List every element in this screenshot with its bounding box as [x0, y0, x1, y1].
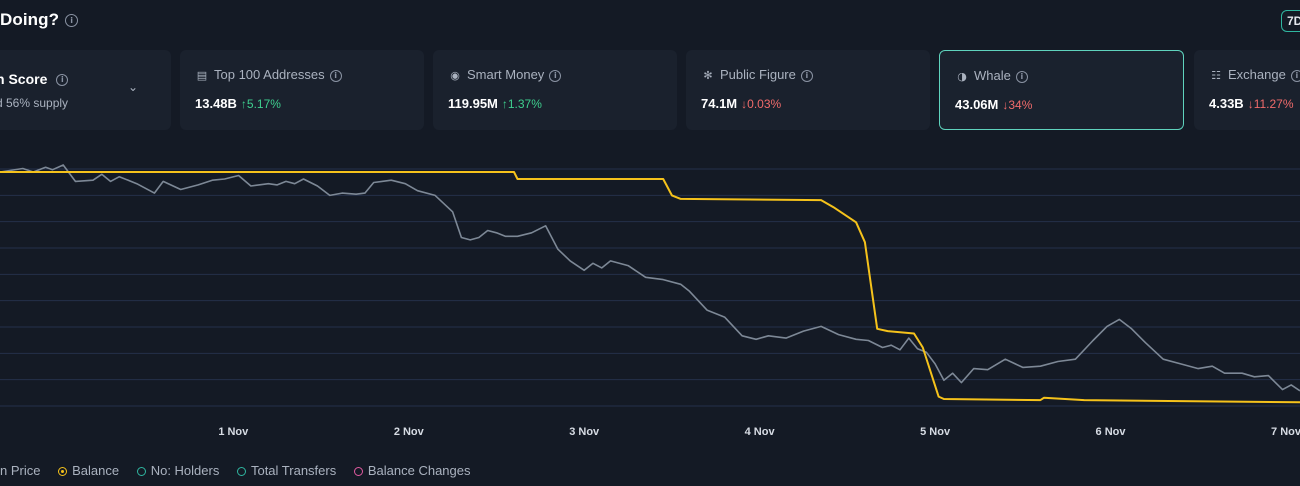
- page-title: Doing? i: [0, 10, 79, 30]
- legend-dot-icon: [136, 467, 146, 476]
- legend-dot-icon: [58, 467, 68, 476]
- card-label: ◉ Smart Money i: [448, 67, 562, 82]
- info-icon[interactable]: i: [1015, 70, 1028, 83]
- x-axis-ticks: 1 Nov 2 Nov 3 Nov 4 Nov 5 Nov 6 Nov 7 Nov: [218, 426, 1300, 438]
- x-tick-label: 5 Nov: [920, 426, 951, 438]
- public-figure-icon: ✻: [703, 69, 713, 82]
- info-icon[interactable]: i: [56, 74, 69, 87]
- legend-item-balance-changes[interactable]: Balance Changes: [353, 463, 471, 478]
- legend-dot-icon: [236, 467, 246, 476]
- legend-label: Total Transfers: [250, 463, 337, 478]
- info-icon[interactable]: i: [1290, 69, 1300, 82]
- card-change: ↓0.03%: [741, 97, 781, 111]
- legend-label: No: Holders: [150, 463, 220, 478]
- score-card-title-text: n Score: [0, 71, 48, 87]
- page-title-text: Doing?: [0, 10, 60, 29]
- card-value-text: 119.95M: [448, 96, 498, 111]
- card-label: ✻ Public Figure i: [701, 67, 813, 82]
- arrow-down-icon: ↓: [741, 97, 748, 111]
- card-label: ☷ Exchange i: [1209, 67, 1300, 82]
- card-change-text: 0.03%: [747, 97, 782, 111]
- legend-item-balance[interactable]: Balance: [58, 463, 119, 478]
- legend-item-price[interactable]: n Price: [0, 463, 40, 478]
- card-value-text: 4.33B: [1209, 96, 1244, 111]
- whale-icon: ◑: [957, 70, 967, 83]
- x-tick-label: 6 Nov: [1096, 426, 1127, 438]
- card-change-text: 34%: [1008, 98, 1033, 112]
- info-icon[interactable]: i: [549, 69, 562, 82]
- card-exchange[interactable]: ☷ Exchange i 4.33B ↓11.27%: [1194, 50, 1300, 130]
- card-value-text: 74.1M: [701, 96, 738, 111]
- info-icon[interactable]: i: [329, 69, 342, 82]
- price-series-line[interactable]: [0, 164, 1300, 392]
- balance-series-line[interactable]: [0, 171, 1300, 404]
- grid-lines: [0, 168, 1300, 407]
- x-tick-label: 4 Nov: [745, 426, 776, 438]
- x-tick-label: 3 Nov: [569, 426, 600, 438]
- card-label-text: Top 100 Addresses: [214, 67, 325, 82]
- card-value: 43.06M ↓34%: [955, 97, 1032, 112]
- card-change: ↑5.17%: [241, 97, 281, 111]
- card-whale[interactable]: ◑ Whale i 43.06M ↓34%: [939, 50, 1184, 130]
- bank-icon: ☷: [1211, 69, 1221, 82]
- legend-item-holders[interactable]: No: Holders: [136, 463, 220, 478]
- chevron-down-icon[interactable]: ⌄: [128, 80, 139, 94]
- arrow-down-icon: ↓: [1247, 97, 1254, 111]
- card-label-text: Public Figure: [720, 67, 796, 82]
- card-public-figure[interactable]: ✻ Public Figure i 74.1M ↓0.03%: [686, 50, 930, 130]
- score-card[interactable]: n Score i d 56% supply ⌄: [0, 50, 171, 130]
- card-value: 119.95M ↑1.37%: [448, 96, 542, 111]
- card-top-100-addresses[interactable]: ▤ Top 100 Addresses i 13.48B ↑5.17%: [180, 50, 424, 130]
- card-change-text: 11.27%: [1253, 97, 1294, 111]
- balance-price-chart[interactable]: 1 Nov 2 Nov 3 Nov 4 Nov 5 Nov 6 Nov 7 Nov: [0, 140, 1300, 450]
- card-smart-money[interactable]: ◉ Smart Money i 119.95M ↑1.37%: [433, 50, 677, 130]
- x-tick-label: 2 Nov: [394, 426, 425, 438]
- info-icon[interactable]: i: [800, 69, 813, 82]
- card-value: 13.48B ↑5.17%: [195, 96, 281, 111]
- x-tick-label: 7 Nov: [1271, 426, 1300, 438]
- info-icon[interactable]: i: [65, 14, 79, 27]
- card-change: ↓11.27%: [1248, 97, 1294, 111]
- card-change: ↑1.37%: [502, 97, 542, 111]
- period-selector-button[interactable]: 7D: [1281, 10, 1300, 32]
- smart-money-icon: ◉: [450, 69, 460, 82]
- card-change-text: 5.17%: [246, 97, 281, 111]
- card-label-text: Exchange: [1228, 67, 1286, 82]
- legend-label: Balance Changes: [367, 463, 471, 478]
- legend-label: n Price: [0, 463, 41, 478]
- card-label: ▤ Top 100 Addresses i: [195, 67, 342, 82]
- card-value-text: 43.06M: [955, 97, 999, 112]
- x-tick-label: 1 Nov: [218, 426, 249, 438]
- chart-legend: n Price Balance No: Holders Total Transf…: [0, 463, 485, 478]
- score-card-title: n Score i: [0, 71, 69, 87]
- card-label-text: Smart Money: [467, 67, 545, 82]
- legend-dot-icon: [353, 467, 363, 476]
- arrow-up-icon: ↑: [240, 97, 247, 111]
- card-label: ◑ Whale i: [955, 68, 1028, 83]
- card-value: 4.33B ↓11.27%: [1209, 96, 1294, 111]
- card-change-text: 1.37%: [507, 97, 542, 111]
- legend-item-total-transfers[interactable]: Total Transfers: [236, 463, 337, 478]
- wallet-icon: ▤: [196, 69, 208, 82]
- legend-label: Balance: [72, 463, 120, 478]
- card-value-text: 13.48B: [195, 96, 237, 111]
- arrow-up-icon: ↑: [501, 97, 508, 111]
- arrow-down-icon: ↓: [1002, 98, 1009, 112]
- card-value: 74.1M ↓0.03%: [701, 96, 781, 111]
- score-card-subtitle: d 56% supply: [0, 96, 69, 110]
- card-change: ↓34%: [1002, 98, 1032, 112]
- card-label-text: Whale: [974, 68, 1011, 83]
